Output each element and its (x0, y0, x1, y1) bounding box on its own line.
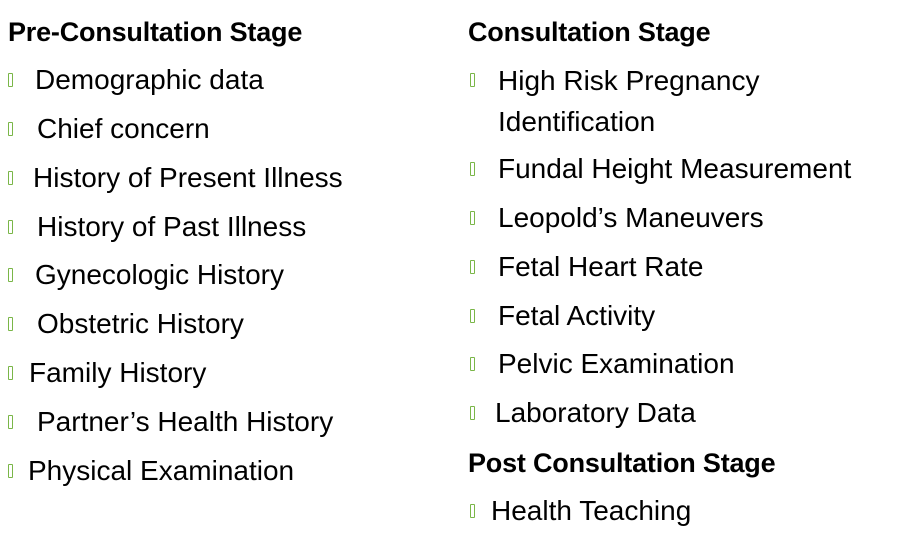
list-item-label: Fetal Heart Rate (498, 251, 704, 282)
bullet-icon (470, 406, 475, 420)
bullet-icon (8, 122, 13, 136)
list-item-label: Gynecologic History (35, 259, 284, 290)
post-consultation-heading: Post Consultation Stage (468, 448, 776, 478)
bullet-icon (8, 73, 13, 87)
list-item-label: Fundal Height Measurement (498, 153, 852, 184)
consultation-heading: Consultation Stage (468, 17, 711, 47)
bullet-icon (8, 366, 13, 380)
list-item-label: Chief concern (37, 113, 210, 144)
list-item-label: Family History (29, 357, 207, 388)
bullet-icon (470, 309, 475, 323)
bullet-icon (470, 357, 475, 371)
list-item-label: High Risk Pregnancy Identification (498, 65, 760, 137)
list-item-label: Physical Examination (28, 455, 295, 486)
list-item-label: Pelvic Examination (498, 348, 735, 379)
list-item-label: History of Present Illness (33, 162, 343, 193)
bullet-icon (8, 220, 13, 234)
bullet-icon (8, 317, 13, 331)
bullet-icon (8, 464, 13, 478)
bullet-icon (470, 260, 475, 274)
bullet-icon (8, 171, 13, 185)
list-item-label: History of Past Illness (37, 211, 307, 242)
list-item-label: Obstetric History (37, 308, 244, 339)
list-item-label: Health Teaching (491, 495, 692, 526)
list-item-label: Laboratory Data (495, 397, 696, 428)
list-item-label: Partner’s Health History (37, 406, 334, 437)
list-item-label: Fetal Activity (498, 300, 656, 331)
pre-consultation-heading: Pre-Consultation Stage (8, 17, 303, 47)
bullet-icon (8, 415, 13, 429)
bullet-icon (470, 162, 475, 176)
list-item-label: Demographic data (35, 64, 264, 95)
bullet-icon (8, 268, 13, 282)
bullet-icon (470, 73, 475, 87)
list-item-label: Leopold’s Maneuvers (498, 202, 764, 233)
bullet-icon (470, 504, 475, 518)
bullet-icon (470, 211, 475, 225)
